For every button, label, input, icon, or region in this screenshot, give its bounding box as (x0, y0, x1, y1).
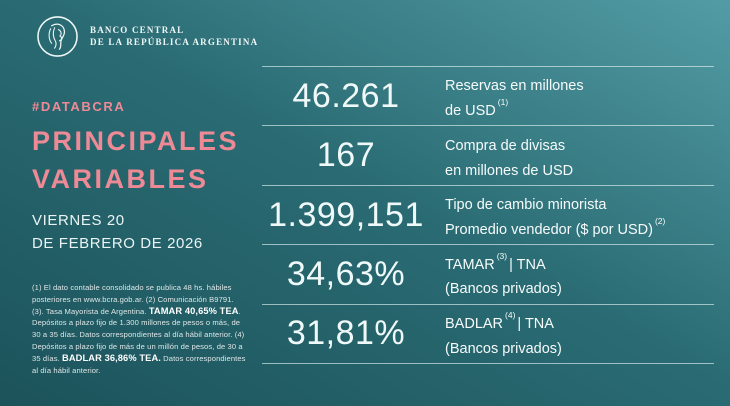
label-line2: en millones de USD (445, 162, 574, 179)
label-line1: TAMAR (445, 256, 495, 273)
label-line2: (Bancos privados) (445, 340, 562, 357)
footnotes: (1) El dato contable consolidado se publ… (32, 282, 247, 376)
label-superscript: (3) (496, 250, 508, 261)
label-line2: (Bancos privados) (445, 281, 562, 298)
report-date-line2: DE FEBRERO DE 2026 (32, 235, 203, 252)
bcra-logo-line1: BANCO CENTRAL (90, 25, 185, 35)
label-line2: Promedio vendedor ($ por USD) (445, 221, 653, 238)
indicator-value: 167 (316, 136, 376, 175)
bcra-logo-text: BANCO CENTRAL DE LA REPÚBLICA ARGENTINA (90, 25, 258, 48)
indicator-label: BADLAR(4)| TNA (Bancos privados) (445, 309, 566, 359)
indicator-value: 46.261 (292, 76, 400, 115)
indicator-value: 31,81% (286, 314, 406, 353)
footnote-tamar-rate: TAMAR 40,65% TEA (148, 305, 239, 316)
indicator-row-compra-divisas: 167 Compra de divisas en millones de USD (262, 125, 714, 184)
indicator-row-reservas: 46.261 Reservas en millones de USD(1) (262, 66, 714, 125)
page-title: PRINCIPALES VARIABLES (32, 122, 239, 198)
label-line1-suffix: | TNA (517, 315, 554, 332)
label-superscript: (4) (505, 310, 516, 320)
indicator-row-badlar: 31,81% BADLAR(4)| TNA (Bancos privados) (262, 303, 714, 363)
footnote-badlar-rate: BADLAR 36,86% TEA. (62, 352, 161, 363)
indicator-label: Tipo de cambio minorista Promedio vended… (445, 190, 667, 240)
label-line1: Compra de divisas (445, 137, 566, 154)
report-date-line1: VIERNES 20 (32, 212, 125, 229)
indicator-value: 1.399,151 (268, 195, 424, 234)
indicator-label: Compra de divisas en millones de USD (445, 131, 577, 181)
page-title-line1: PRINCIPALES (32, 126, 240, 156)
label-superscript: (1) (497, 97, 509, 108)
label-line1: Reservas en millones (445, 78, 584, 95)
label-line2: de USD (445, 103, 496, 120)
indicator-label: Reservas en millones de USD(1) (445, 71, 588, 121)
indicator-value: 34,63% (286, 254, 406, 293)
bcra-logo: BANCO CENTRAL DE LA REPÚBLICA ARGENTINA (36, 15, 258, 58)
label-line1: Tipo de cambio minorista (445, 197, 607, 214)
footnote-text-3: Datos correspondientes al día hábil ante… (32, 353, 246, 375)
bcra-logo-line2: DE LA REPÚBLICA ARGENTINA (90, 36, 259, 47)
indicators-table: 46.261 Reservas en millones de USD(1) 16… (262, 66, 714, 364)
hashtag-databcra: #DATABCRA (32, 99, 126, 114)
indicator-row-tamar: 34,63% TAMAR(3)| TNA (Bancos privados) (262, 244, 714, 303)
page-title-line2: VARIABLES (32, 164, 209, 194)
label-superscript: (2) (654, 216, 666, 227)
report-date: VIERNES 20 DE FEBRERO DE 2026 (32, 209, 203, 255)
footnote-text-2: . Depósitos a plazo fijo de 1.300 millon… (32, 306, 245, 363)
label-line1: BADLAR (445, 315, 504, 332)
indicator-row-tipo-cambio: 1.399,151 Tipo de cambio minorista Prome… (262, 184, 714, 244)
bcra-emblem-icon (37, 16, 78, 57)
indicator-label: TAMAR(3)| TNA (Bancos privados) (445, 250, 566, 300)
label-line1-suffix: | TNA (509, 256, 546, 273)
footnote-text-1: (1) El dato contable consolidado se publ… (32, 283, 234, 316)
